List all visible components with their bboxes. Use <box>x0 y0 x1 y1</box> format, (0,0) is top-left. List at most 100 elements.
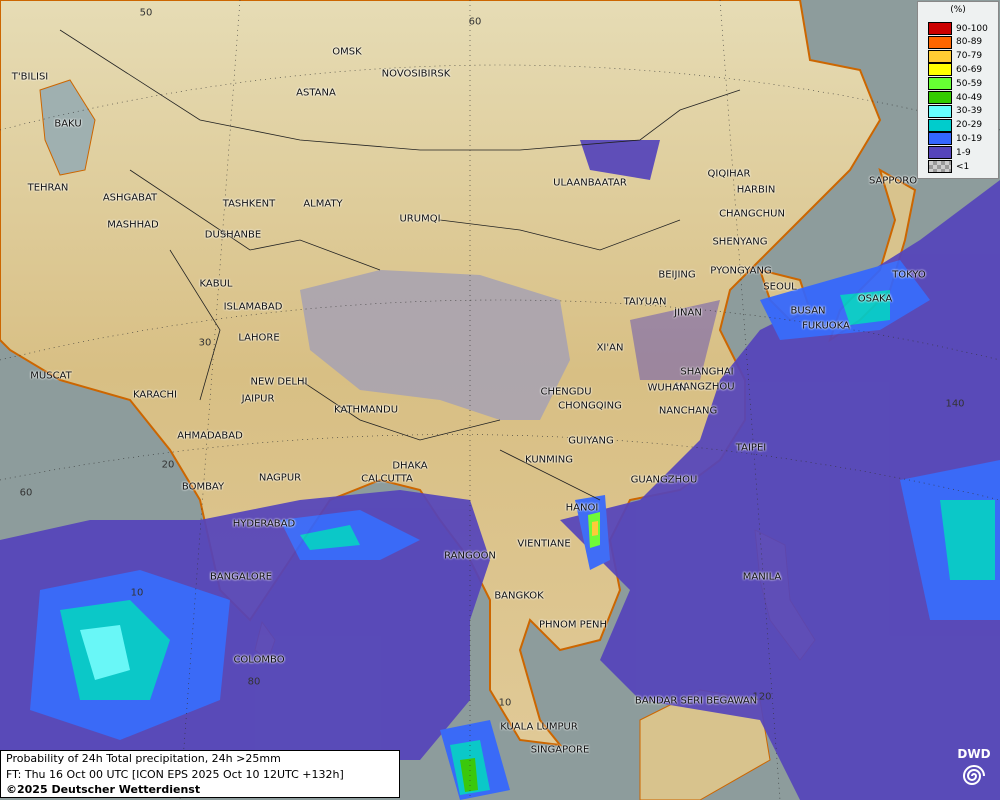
city-label: HANGZHOU <box>675 381 735 393</box>
city-label: MANILA <box>742 571 782 583</box>
city-label: DHAKA <box>392 460 428 472</box>
city-label: JINAN <box>674 307 702 319</box>
city-label: ASHGABAT <box>102 192 158 204</box>
legend-swatch <box>928 160 952 173</box>
legend-swatch <box>928 146 952 160</box>
city-label: LAHORE <box>238 332 280 344</box>
city-label: CHANGCHUN <box>719 208 785 220</box>
city-label: CHENGDU <box>540 386 592 398</box>
legend-swatch <box>928 49 952 63</box>
city-label: URUMQI <box>399 213 441 225</box>
legend-label: 40-49 <box>956 92 983 103</box>
city-label: HANOI <box>565 502 599 514</box>
city-label: BAKU <box>54 118 82 130</box>
city-label: SINGAPORE <box>530 744 590 756</box>
city-label: KUALA LUMPUR <box>500 721 578 733</box>
grid-label: 20 <box>161 459 175 471</box>
city-label: CHONGQING <box>558 400 622 412</box>
grid-label: 60 <box>19 487 33 499</box>
dwd-logo: DWD <box>954 747 994 794</box>
legend-label: 80-89 <box>956 37 983 48</box>
city-label: AHMADABAD <box>177 430 243 442</box>
legend-item: 40-49 <box>928 91 982 104</box>
city-label: PHNOM PENH <box>538 619 608 631</box>
city-label: QIQIHAR <box>707 168 751 180</box>
copyright: ©2025 Deutscher Wetterdienst <box>6 783 201 796</box>
city-label: SHENYANG <box>712 236 768 248</box>
dwd-logo-text: DWD <box>957 747 991 761</box>
grid-label: 10 <box>130 587 144 599</box>
city-label: NANCHANG <box>658 405 718 417</box>
precipitation-areas <box>0 140 1000 800</box>
city-label: BOMBAY <box>181 481 225 493</box>
city-label: COLOMBO <box>233 654 285 666</box>
city-label: KATHMANDU <box>333 404 399 416</box>
legend-item: 1-9 <box>928 146 971 160</box>
legend-item: 60-69 <box>928 63 983 77</box>
legend-item: 90-100 <box>928 22 988 35</box>
city-label: SAPPORO <box>868 175 918 187</box>
forecast-time: FT: Thu 16 Oct 00 UTC [ICON EPS 2025 Oct… <box>6 767 344 781</box>
legend-swatch <box>928 22 952 35</box>
legend-label: 1-9 <box>956 147 971 158</box>
legend-item: <1 <box>928 160 969 173</box>
city-label: KARACHI <box>133 389 177 401</box>
grid-label: 30 <box>198 337 212 349</box>
city-label: NOVOSIBIRSK <box>381 68 451 80</box>
legend-label: 70-79 <box>956 51 983 62</box>
city-label: ASTANA <box>296 87 336 99</box>
city-label: KUNMING <box>525 454 573 466</box>
caspian-sea <box>39 79 96 176</box>
legend-label: 20-29 <box>956 120 983 131</box>
legend-item: 20-29 <box>928 118 983 132</box>
city-label: DUSHANBE <box>204 229 262 241</box>
grid-label: 120 <box>752 691 772 703</box>
city-label: TOKYO <box>892 269 926 281</box>
city-label: BANDAR SERI BEGAWAN <box>634 695 758 707</box>
city-label: ISLAMABAD <box>223 301 283 313</box>
legend-swatch <box>928 91 952 104</box>
legend-label: 60-69 <box>956 64 983 75</box>
city-label: VIENTIANE <box>517 538 571 550</box>
legend-label: 90-100 <box>956 23 988 34</box>
legend: (%) 90-100 80-89 70-79 60-69 50-59 40-49 30-39… <box>917 1 999 179</box>
legend-item: 80-89 <box>928 35 983 49</box>
legend-label: 30-39 <box>956 106 983 117</box>
city-label: TEHRAN <box>27 182 69 194</box>
city-label: GUANGZHOU <box>630 474 698 486</box>
city-label: MASHHAD <box>107 219 159 231</box>
city-label: BANGKOK <box>494 590 544 602</box>
legend-item: 30-39 <box>928 104 983 118</box>
city-label: HYDERABAD <box>232 518 296 530</box>
city-label: JAIPUR <box>241 393 275 405</box>
city-label: CALCUTTA <box>361 473 413 485</box>
grid-label: 140 <box>945 398 965 410</box>
legend-swatch <box>928 35 952 49</box>
legend-label: 50-59 <box>956 78 983 89</box>
city-label: BUSAN <box>790 305 826 317</box>
legend-swatch <box>928 77 952 91</box>
city-label: SEOUL <box>763 281 797 293</box>
legend-item: 70-79 <box>928 49 983 63</box>
legend-unit: (%) <box>950 5 966 15</box>
legend-swatch <box>928 118 952 132</box>
city-label: T'BILISI <box>11 71 49 83</box>
legend-swatch <box>928 132 952 146</box>
city-label: SHANGHAI <box>680 366 734 378</box>
city-label: HARBIN <box>736 184 776 196</box>
city-label: TAIYUAN <box>623 296 667 308</box>
city-label: ALMATY <box>303 198 343 210</box>
city-label: ULAANBAATAR <box>553 177 627 189</box>
grid-label: 50 <box>139 7 153 19</box>
grid-label: 80 <box>247 676 261 688</box>
city-label: MUSCAT <box>30 370 72 382</box>
legend-label: 10-19 <box>956 133 983 144</box>
legend-label: <1 <box>956 161 970 172</box>
tibetan-plateau <box>300 270 570 420</box>
city-label: GUIYANG <box>568 435 614 447</box>
city-label: OMSK <box>332 46 362 58</box>
city-label: BANGALORE <box>209 571 273 583</box>
swirl-icon <box>962 765 985 785</box>
